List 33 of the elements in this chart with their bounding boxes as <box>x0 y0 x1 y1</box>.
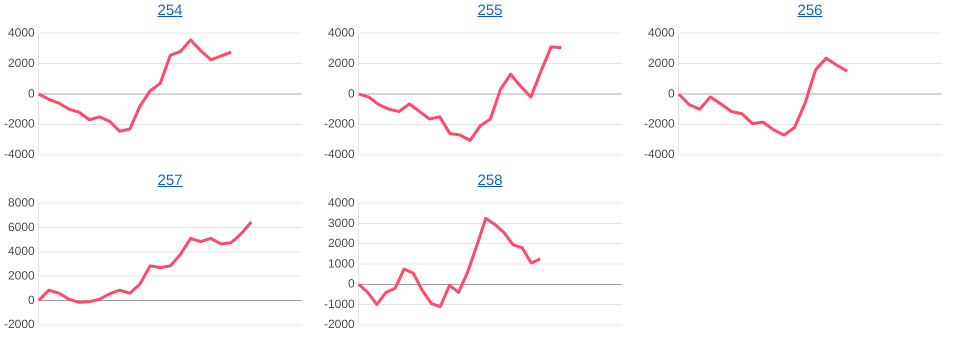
y-tick-label: 8000 <box>8 196 36 210</box>
chart-title: 255 <box>477 2 503 19</box>
chart-title: 258 <box>477 172 503 189</box>
chart-title: 254 <box>157 2 183 19</box>
y-tick-label: -2000 <box>324 116 356 131</box>
y-tick-label: 0 <box>28 292 36 307</box>
y-tick-label: -4000 <box>324 147 356 162</box>
y-tick-label: 0 <box>668 86 676 100</box>
y-tick-label: 2000 <box>328 236 356 250</box>
y-tick-label: 1000 <box>328 256 356 270</box>
y-tick-label: 0 <box>348 276 356 291</box>
y-tick-label: -4000 <box>4 147 36 162</box>
y-tick-label: 4000 <box>328 26 356 40</box>
y-tick-label: 2000 <box>8 56 36 70</box>
chart-title: 257 <box>157 172 183 189</box>
y-tick-label: -2000 <box>4 317 36 332</box>
y-tick-label: 2000 <box>8 268 36 282</box>
y-tick-label: 0 <box>348 86 356 100</box>
y-tick-label: 4000 <box>8 244 36 258</box>
y-tick-label: 6000 <box>8 220 36 234</box>
y-tick-label: 2000 <box>328 56 356 70</box>
y-tick-label: -2000 <box>4 116 36 131</box>
y-tick-label: 4000 <box>648 26 676 40</box>
y-tick-label: 2000 <box>648 56 676 70</box>
y-tick-label: 4000 <box>8 26 36 40</box>
y-tick-label: 3000 <box>328 216 356 230</box>
y-tick-label: 0 <box>28 86 36 100</box>
y-tick-label: -1000 <box>324 296 356 311</box>
chart-title: 256 <box>797 2 823 19</box>
y-tick-label: -2000 <box>324 317 356 332</box>
y-tick-label: -2000 <box>644 116 676 131</box>
y-tick-label: 4000 <box>328 196 356 210</box>
y-tick-label: -4000 <box>644 147 676 162</box>
